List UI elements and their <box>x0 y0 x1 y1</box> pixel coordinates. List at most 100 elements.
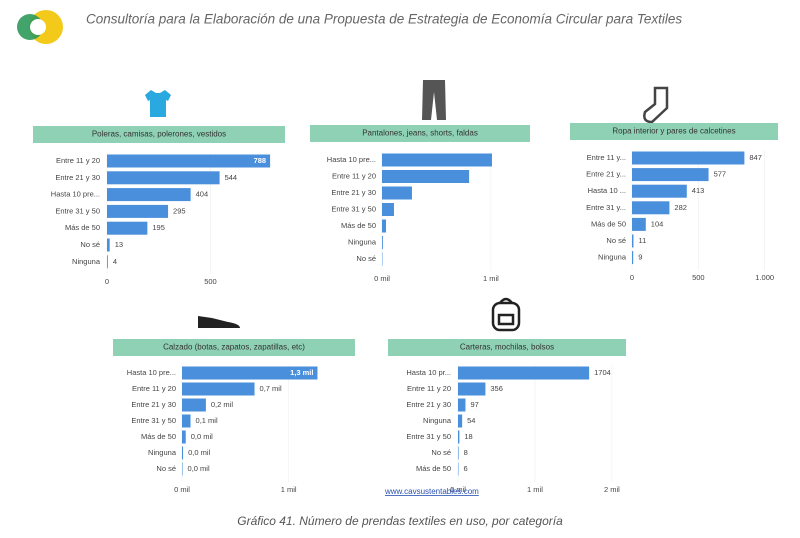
category-label: Más de 50 <box>65 223 100 232</box>
category-label: Ninguna <box>423 416 452 425</box>
shoe-icon <box>198 316 240 328</box>
x-tick-label: 0 mil <box>450 485 466 494</box>
category-label: Hasta 10 pre... <box>327 155 376 164</box>
value-label: 0,0 mil <box>188 448 210 457</box>
value-label: 8 <box>464 448 468 457</box>
category-label: Entre 21 y 30 <box>55 173 100 182</box>
category-label: Hasta 10 pre... <box>51 190 100 199</box>
value-label: 18 <box>464 432 472 441</box>
chart-title: Carteras, mochilas, bolsos <box>460 343 554 352</box>
category-label: Entre 11 y 20 <box>132 384 176 393</box>
value-label: 104 <box>651 219 664 228</box>
sock-icon <box>643 86 669 124</box>
bar <box>632 251 634 265</box>
bar <box>107 238 110 252</box>
bar <box>458 366 590 380</box>
chart-title: Ropa interior y pares de calcetines <box>612 127 735 136</box>
header-title: Consultoría para la Elaboración de una P… <box>86 12 682 27</box>
category-label: No sé <box>606 236 626 245</box>
title-strip <box>388 339 626 356</box>
bar <box>182 430 186 444</box>
category-label: Hasta 10 ... <box>588 186 626 195</box>
value-label: 0,0 mil <box>188 464 210 473</box>
bar <box>107 154 271 168</box>
x-tick-label: 0 <box>105 277 109 286</box>
bar <box>632 168 709 182</box>
category-label: Más de 50 <box>341 221 376 230</box>
x-tick-label: 1 mil <box>281 485 297 494</box>
category-label: Entre 11 y 20 <box>332 171 376 180</box>
value-label: 9 <box>638 253 642 262</box>
value-label: 356 <box>490 384 503 393</box>
value-label: 847 <box>749 153 762 162</box>
category-label: Hasta 10 pr... <box>406 368 451 377</box>
bar <box>182 462 183 476</box>
value-label: 195 <box>152 223 165 232</box>
bar <box>382 153 492 167</box>
category-label: Ninguna <box>148 448 177 457</box>
bar <box>107 188 191 202</box>
bar <box>382 203 394 216</box>
bar <box>382 219 387 233</box>
category-label: Ninguna <box>72 257 101 266</box>
link[interactable]: www.cavsustentables.com <box>384 487 479 496</box>
value-label: 404 <box>196 190 209 199</box>
value-label: 0,7 mil <box>260 384 282 393</box>
x-tick-label: 500 <box>204 277 217 286</box>
value-label: 0,0 mil <box>191 432 213 441</box>
x-tick-label: 0 <box>630 273 634 282</box>
bar <box>458 414 463 428</box>
category-label: No sé <box>80 240 100 249</box>
bar <box>182 382 255 396</box>
x-tick-label: 2 mil <box>604 485 620 494</box>
category-label: Más de 50 <box>416 464 451 473</box>
bar <box>107 221 148 235</box>
value-label: 1,3 mil <box>290 368 313 377</box>
category-label: Entre 31 y 50 <box>55 206 100 215</box>
bar <box>382 236 383 249</box>
value-label: 13 <box>115 240 123 249</box>
bar <box>182 366 318 380</box>
x-tick-label: 0 mil <box>374 274 390 283</box>
title-strip <box>33 126 285 143</box>
value-label: 295 <box>173 206 186 215</box>
category-label: Más de 50 <box>591 219 626 228</box>
value-label: 6 <box>463 464 467 473</box>
category-label: Entre 21 y 30 <box>406 400 451 409</box>
x-tick-label: 0 mil <box>174 485 190 494</box>
bar <box>107 204 169 218</box>
value-label: 1704 <box>594 368 611 377</box>
value-label: 0,1 mil <box>196 416 218 425</box>
value-label: 788 <box>254 156 267 165</box>
value-label: 544 <box>225 173 238 182</box>
category-label: Hasta 10 pre... <box>127 368 176 377</box>
bar <box>632 184 687 198</box>
value-label: 577 <box>714 170 727 179</box>
category-label: Más de 50 <box>141 432 176 441</box>
chart-title: Calzado (botas, zapatos, zapatillas, etc… <box>163 343 305 352</box>
bar <box>458 398 466 412</box>
bar <box>458 446 459 460</box>
shirt-icon <box>145 90 171 117</box>
chart-title: Poleras, camisas, polerones, vestidos <box>92 130 226 139</box>
chart-title: Pantalones, jeans, shorts, faldas <box>362 129 478 138</box>
bar <box>632 201 670 215</box>
category-label: Entre 31 y 50 <box>406 432 451 441</box>
bar <box>107 255 108 269</box>
bar <box>632 217 646 231</box>
category-label: No sé <box>356 254 376 263</box>
value-label: 413 <box>692 186 705 195</box>
title-strip <box>570 123 778 140</box>
bar <box>632 234 634 248</box>
category-label: Ninguna <box>348 237 377 246</box>
value-label: 4 <box>113 257 117 266</box>
category-label: Entre 31 y 50 <box>131 416 176 425</box>
caption: Gráfico 41. Número de prendas textiles e… <box>237 514 563 528</box>
category-label: Ninguna <box>598 253 627 262</box>
bar <box>182 446 184 460</box>
x-tick-label: 500 <box>692 273 705 282</box>
value-label: 0,2 mil <box>211 400 233 409</box>
category-label: No sé <box>156 464 176 473</box>
logo <box>17 10 63 44</box>
